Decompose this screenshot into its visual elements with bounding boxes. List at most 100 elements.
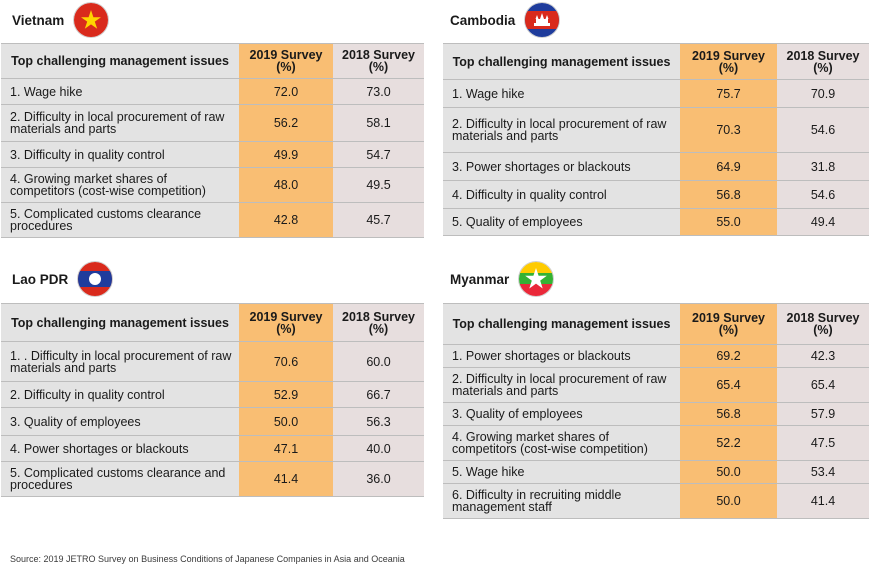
issue-cell: 3. Quality of employees [1, 407, 239, 436]
table-row: 3. Difficulty in quality control 49.9 54.7 [1, 141, 424, 168]
survey-2019-value: 52.9 [239, 381, 333, 408]
survey-2019-value: 47.1 [239, 435, 333, 462]
survey-2019-value: 70.6 [239, 341, 333, 382]
survey-2018-value: 45.7 [333, 202, 424, 238]
issue-column-header: Top challenging management issues [443, 303, 680, 345]
survey-2019-header: 2019 Survey (%) [680, 43, 777, 80]
survey-2019-value: 75.7 [680, 79, 777, 108]
survey-2019-header: 2019 Survey (%) [680, 303, 777, 345]
table-row: 4. Growing market shares of competitors … [1, 167, 424, 203]
issue-cell: 1. Wage hike [1, 78, 239, 105]
vietnam-title: Vietnam [12, 2, 109, 38]
survey-2019-value: 42.8 [239, 202, 333, 238]
issue-cell: 6. Difficulty in recruiting middle manag… [443, 483, 680, 519]
issue-cell: 4. Difficulty in quality control [443, 180, 680, 209]
laos-table: Top challenging management issues 2019 Su… [1, 303, 424, 497]
issue-column-header: Top challenging management issues [443, 43, 680, 80]
survey-2018-value: 36.0 [333, 461, 424, 497]
survey-2018-value: 66.7 [333, 381, 424, 408]
survey-2019-value: 69.2 [680, 344, 777, 368]
issue-cell: 2. Difficulty in local procurement of ra… [443, 367, 680, 403]
country-name: Vietnam [12, 12, 65, 28]
table-row: 4. Growing market shares of competitors … [443, 425, 869, 461]
survey-2018-value: 73.0 [333, 78, 424, 105]
issue-column-header: Top challenging management issues [1, 43, 239, 79]
issue-cell: 2. Difficulty in local procurement of ra… [1, 104, 239, 142]
vietnam-table: Top challenging management issues 2019 Su… [1, 43, 424, 238]
table-header-row: Top challenging management issues 2019 Su… [443, 43, 869, 80]
table-row: 2. Difficulty in local procurement of ra… [443, 367, 869, 403]
table-row: 4. Difficulty in quality control 56.8 54.6 [443, 180, 869, 209]
survey-2018-value: 41.4 [777, 483, 869, 519]
survey-2018-value: 54.7 [333, 141, 424, 168]
survey-2018-value: 40.0 [333, 435, 424, 462]
table-row: 4. Power shortages or blackouts 47.1 40.0 [1, 435, 424, 462]
table-row: 1. Wage hike 75.7 70.9 [443, 79, 869, 108]
issue-cell: 3. Difficulty in quality control [1, 141, 239, 168]
issue-cell: 4. Growing market shares of competitors … [1, 167, 239, 203]
survey-2019-value: 52.2 [680, 425, 777, 461]
survey-2019-value: 55.0 [680, 208, 777, 236]
table-row: 5. Complicated customs clearance and pro… [1, 461, 424, 497]
issue-cell: 4. Power shortages or blackouts [1, 435, 239, 462]
survey-2018-value: 57.9 [777, 402, 869, 426]
table-row: 5. Complicated customs clearance procedu… [1, 202, 424, 238]
issue-column-header: Top challenging management issues [1, 303, 239, 342]
survey-2018-value: 31.8 [777, 152, 869, 181]
survey-2019-value: 50.0 [239, 407, 333, 436]
issue-cell: 5. Wage hike [443, 460, 680, 484]
survey-2019-value: 48.0 [239, 167, 333, 203]
country-name: Myanmar [450, 271, 510, 287]
table-row: 3. Power shortages or blackouts 64.9 31.8 [443, 152, 869, 181]
survey-2018-header: 2018 Survey (%) [777, 303, 869, 345]
laos-flag-icon [78, 262, 113, 296]
survey-2018-header: 2018 Survey (%) [333, 303, 424, 342]
issue-cell: 3. Power shortages or blackouts [443, 152, 680, 181]
issue-cell: 5. Quality of employees [443, 208, 680, 236]
table-row: 2. Difficulty in local procurement of ra… [1, 104, 424, 142]
survey-2018-value: 49.5 [333, 167, 424, 203]
table-header-row: Top challenging management issues 2019 Su… [443, 303, 869, 345]
table-row: 5. Quality of employees 55.0 49.4 [443, 208, 869, 236]
issue-cell: 1. Wage hike [443, 79, 680, 108]
survey-2018-value: 42.3 [777, 344, 869, 368]
cambodia-title: Cambodia [450, 2, 560, 38]
table-row: 1. Power shortages or blackouts 69.2 42.3 [443, 344, 869, 368]
survey-2018-value: 56.3 [333, 407, 424, 436]
survey-2019-value: 70.3 [680, 107, 777, 153]
survey-2019-header: 2019 Survey (%) [239, 43, 333, 79]
survey-2018-value: 53.4 [777, 460, 869, 484]
table-row: 3. Quality of employees 50.0 56.3 [1, 407, 424, 436]
survey-2019-value: 41.4 [239, 461, 333, 497]
survey-2019-value: 49.9 [239, 141, 333, 168]
issue-cell: 2. Difficulty in local procurement of ra… [443, 107, 680, 153]
survey-2018-value: 54.6 [777, 107, 869, 153]
survey-2018-value: 65.4 [777, 367, 869, 403]
table-row: 2. Difficulty in quality control 52.9 66.7 [1, 381, 424, 408]
survey-2019-value: 65.4 [680, 367, 777, 403]
table-row: 5. Wage hike 50.0 53.4 [443, 460, 869, 484]
issue-cell: 4. Growing market shares of competitors … [443, 425, 680, 461]
survey-2018-value: 47.5 [777, 425, 869, 461]
myanmar-title: Myanmar [450, 261, 554, 297]
issue-cell: 1. Power shortages or blackouts [443, 344, 680, 368]
issue-cell: 1. . Difficulty in local procurement of … [1, 341, 239, 382]
survey-2019-value: 50.0 [680, 460, 777, 484]
survey-2019-value: 64.9 [680, 152, 777, 181]
source-note: Source: 2019 JETRO Survey on Business Co… [10, 554, 405, 564]
country-name: Cambodia [450, 12, 516, 28]
table-row: 2. Difficulty in local procurement of ra… [443, 107, 869, 153]
issue-cell: 5. Complicated customs clearance and pro… [1, 461, 239, 497]
survey-2018-value: 54.6 [777, 180, 869, 209]
survey-2019-value: 56.8 [680, 402, 777, 426]
table-row: 1. . Difficulty in local procurement of … [1, 341, 424, 382]
survey-2018-value: 49.4 [777, 208, 869, 236]
survey-2018-value: 70.9 [777, 79, 869, 108]
table-row: 3. Quality of employees 56.8 57.9 [443, 402, 869, 426]
survey-2019-value: 56.2 [239, 104, 333, 142]
survey-2018-value: 58.1 [333, 104, 424, 142]
issue-cell: 2. Difficulty in quality control [1, 381, 239, 408]
survey-2018-header: 2018 Survey (%) [777, 43, 869, 80]
cambodia-table: Top challenging management issues 2019 Su… [443, 43, 869, 236]
table-header-row: Top challenging management issues 2019 Su… [1, 303, 424, 342]
